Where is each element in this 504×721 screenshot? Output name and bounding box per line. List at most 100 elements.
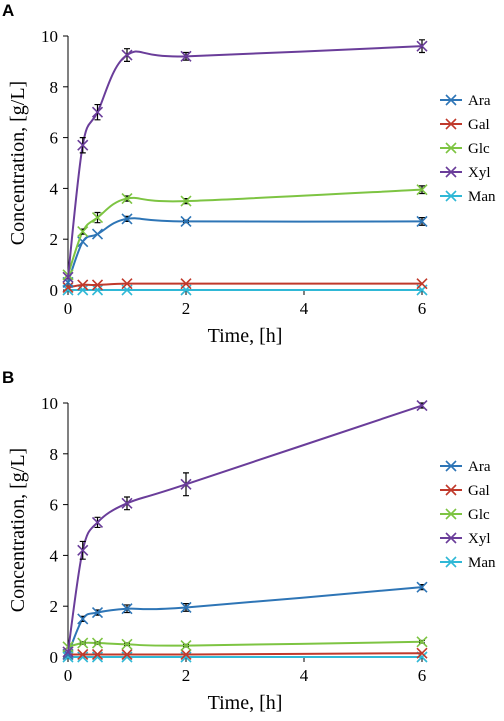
legend-item-xyl: Xyl xyxy=(440,531,491,547)
y-tick-label: 10 xyxy=(41,27,58,46)
data-point xyxy=(91,228,104,240)
series-ara xyxy=(62,581,428,661)
legend-marker xyxy=(445,508,457,520)
legend-label: Glc xyxy=(468,141,490,157)
data-point xyxy=(77,284,89,296)
data-point xyxy=(180,648,192,661)
y-tick-label: 6 xyxy=(50,129,59,148)
legend-label: Ara xyxy=(468,459,491,475)
legend-label: Gal xyxy=(468,483,490,499)
series-ara xyxy=(62,213,428,288)
x-tick-label: 4 xyxy=(300,299,309,318)
data-point xyxy=(180,478,192,490)
data-point xyxy=(77,139,89,151)
data-point xyxy=(91,106,104,118)
y-tick-label: 8 xyxy=(50,445,59,464)
data-point xyxy=(77,226,89,238)
series-line xyxy=(67,217,423,283)
legend-item-gal: Gal xyxy=(440,117,490,133)
legend-label: Man xyxy=(468,189,496,205)
legend-item-glc: Glc xyxy=(440,141,490,157)
data-point xyxy=(121,638,133,650)
series-gal xyxy=(62,278,428,294)
y-tick-label: 0 xyxy=(50,648,59,667)
data-point xyxy=(180,601,192,614)
data-point xyxy=(77,544,89,556)
series-line xyxy=(67,188,423,276)
x-tick-label: 0 xyxy=(64,299,73,318)
legend-item-man: Man xyxy=(440,555,496,571)
data-point xyxy=(121,648,133,661)
legend-label: Gal xyxy=(468,117,490,133)
data-point xyxy=(121,603,133,615)
data-point xyxy=(77,637,89,649)
x-tick-label: 6 xyxy=(418,299,427,318)
legend-label: Xyl xyxy=(468,165,491,181)
data-point xyxy=(416,581,428,593)
data-point xyxy=(62,646,74,658)
data-point xyxy=(180,278,192,290)
legend-label: Man xyxy=(468,555,496,571)
series-line xyxy=(68,652,423,656)
x-tick-label: 4 xyxy=(300,666,309,685)
x-tick-label: 2 xyxy=(182,666,191,685)
data-point xyxy=(91,516,104,528)
x-axis-title: Time, [h] xyxy=(208,325,283,347)
data-point xyxy=(77,279,89,291)
data-point xyxy=(180,215,192,227)
series-line xyxy=(67,282,422,289)
data-point xyxy=(121,213,133,225)
legend: Ara Gal Glc Xyl Man xyxy=(440,459,496,571)
legend-item-ara: Ara xyxy=(440,93,491,109)
legend-item-xyl: Xyl xyxy=(440,165,491,181)
data-point xyxy=(91,284,104,296)
data-point xyxy=(180,195,192,207)
y-tick-label: 8 xyxy=(50,78,59,97)
y-tick-label: 4 xyxy=(50,179,59,198)
x-tick-label: 2 xyxy=(182,299,191,318)
data-point xyxy=(121,192,133,205)
x-tick-label: 0 xyxy=(64,666,73,685)
data-point xyxy=(121,278,133,290)
data-point xyxy=(416,399,428,412)
data-point xyxy=(121,497,133,509)
y-tick-label: 2 xyxy=(50,230,59,249)
data-point xyxy=(91,212,104,224)
data-point xyxy=(416,636,428,648)
legend-marker xyxy=(445,532,457,544)
y-tick-label: 0 xyxy=(50,281,59,300)
legend-marker xyxy=(445,142,457,154)
data-point xyxy=(416,278,428,290)
series-gal xyxy=(62,647,428,661)
legend-label: Ara xyxy=(468,93,491,109)
legend-item-glc: Glc xyxy=(440,507,490,523)
data-point xyxy=(91,648,104,661)
y-axis-title: Concentration, [g/L] xyxy=(7,81,29,245)
legend-item-gal: Gal xyxy=(440,483,490,499)
panel-label: A xyxy=(2,1,14,20)
legend-marker xyxy=(445,556,457,568)
series-xyl xyxy=(62,39,428,283)
data-point xyxy=(180,640,192,652)
chart-panel-A: A 0 2 4 6 8 10 0 2 4 6 Time, [h] Concentration, [g/L… xyxy=(2,1,496,347)
legend-marker xyxy=(445,190,457,202)
legend: Ara Gal Glc Xyl Man xyxy=(440,93,496,205)
legend-marker xyxy=(445,94,457,106)
legend-marker xyxy=(445,166,457,178)
data-point xyxy=(416,215,428,227)
data-point xyxy=(91,279,104,291)
x-axis-title: Time, [h] xyxy=(208,692,283,714)
data-point xyxy=(77,613,89,625)
series-xyl xyxy=(62,399,428,658)
data-point xyxy=(416,647,428,659)
data-point xyxy=(180,50,192,62)
panel-label: B xyxy=(2,368,14,387)
legend-label: Xyl xyxy=(468,531,491,547)
data-point xyxy=(416,40,428,52)
y-tick-label: 10 xyxy=(41,394,58,413)
data-point xyxy=(62,271,74,283)
y-tick-label: 2 xyxy=(50,597,59,616)
data-point xyxy=(121,49,133,61)
legend-item-man: Man xyxy=(440,189,496,205)
